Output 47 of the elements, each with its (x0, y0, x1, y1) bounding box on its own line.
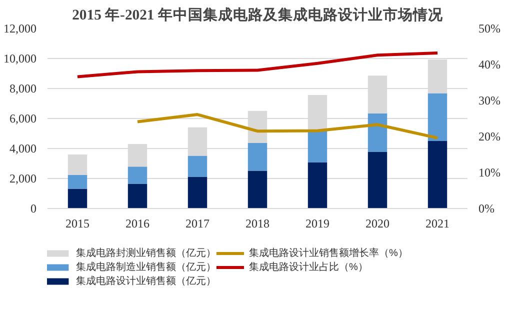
bar (428, 93, 448, 141)
bar (368, 113, 388, 152)
bar (68, 188, 88, 208)
bar (68, 154, 88, 175)
x-tick-label: 2020 (366, 216, 390, 230)
bar (188, 177, 208, 208)
y-tick-label: 2,000 (10, 172, 36, 186)
legend-label: 集成电路设计业销售额增长率（%） (249, 246, 408, 260)
x-tick-label: 2017 (186, 216, 210, 230)
bar (428, 141, 448, 208)
y2-tick-label: 40% (478, 58, 500, 72)
y-tick-label: 6,000 (10, 112, 36, 126)
legend-label: 集成电路封测业销售额（亿元） (76, 246, 216, 260)
bar (128, 184, 148, 208)
bar (248, 170, 268, 208)
bar (188, 156, 208, 177)
bar (248, 142, 268, 171)
legend-label: 集成电路设计业销售额（亿元） (76, 274, 216, 288)
line-series (76, 51, 439, 78)
x-tick-label: 2021 (426, 216, 450, 230)
x-tick-label: 2015 (66, 216, 90, 230)
x-tick-label: 2018 (246, 216, 270, 230)
bar (128, 166, 148, 184)
legend-label: 集成电路制造业销售额（亿元） (76, 260, 216, 274)
chart-title: 2015 年-2021 年中国集成电路及集成电路设计业市场情况 (72, 6, 444, 24)
y-tick-label: 10,000 (4, 52, 36, 66)
bar (188, 127, 208, 156)
bar (308, 162, 328, 208)
bar (368, 76, 388, 114)
bar (368, 152, 388, 208)
y-tick-label: 0 (30, 202, 36, 216)
y-tick-label: 8,000 (10, 82, 36, 96)
y2-tick-label: 10% (478, 166, 500, 180)
bar (68, 174, 88, 189)
bar (128, 144, 148, 167)
x-tick-label: 2016 (126, 216, 150, 230)
line-series (136, 113, 439, 140)
x-tick-label: 2019 (306, 216, 330, 230)
y2-tick-label: 20% (478, 130, 500, 144)
y2-tick-label: 30% (478, 94, 500, 108)
y2-tick-label: 0% (478, 202, 494, 216)
bar (308, 130, 328, 162)
bar (308, 94, 328, 130)
y-tick-label: 12,000 (4, 22, 36, 36)
y2-tick-label: 50% (478, 22, 500, 36)
y-tick-label: 4,000 (10, 142, 36, 156)
legend-label: 集成电路设计业占比（%） (249, 260, 368, 274)
